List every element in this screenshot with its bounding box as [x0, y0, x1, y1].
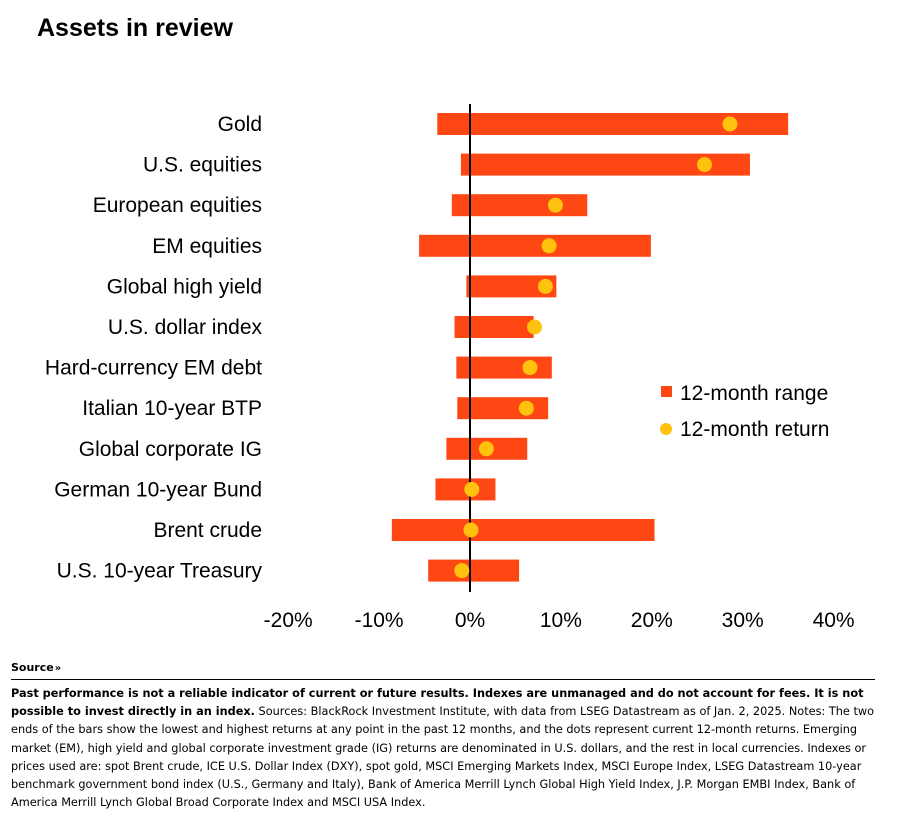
return-dot	[537, 278, 553, 294]
range-bar	[460, 153, 750, 176]
legend-swatch-return	[660, 423, 672, 435]
range-bar	[419, 234, 651, 257]
x-tick-label: 10%	[540, 609, 582, 632]
return-dot	[697, 157, 713, 173]
return-dot	[464, 481, 480, 497]
category-label: U.S. dollar index	[108, 316, 263, 339]
x-tick-label: 30%	[722, 609, 764, 632]
return-dot	[478, 441, 494, 457]
category-label: U.S. equities	[143, 154, 262, 177]
category-label: European equities	[93, 194, 262, 217]
category-label: Hard-currency EM debt	[45, 357, 262, 380]
range-dot-chart: Gold U.S. equities European equities EM equ…	[45, 104, 855, 632]
return-dot	[541, 238, 557, 254]
range-bar	[428, 559, 520, 582]
category-label: EM equities	[152, 235, 262, 258]
range-bar	[451, 194, 588, 217]
category-label: Global corporate IG	[79, 438, 262, 461]
x-tick-label: -10%	[355, 609, 404, 632]
legend-swatch-range	[661, 386, 672, 397]
source-notes: Past performance is not a reliable indic…	[11, 685, 877, 812]
category-label: U.S. 10-year Treasury	[57, 560, 263, 583]
disclaimer-text: Past performance is not a reliable indic…	[11, 687, 864, 719]
return-dot	[454, 563, 470, 579]
range-bar	[391, 519, 655, 541]
range-bar	[466, 275, 557, 298]
category-label: German 10-year Bund	[54, 478, 262, 501]
return-dot	[463, 522, 479, 538]
x-tick-label: -20%	[264, 609, 313, 632]
chevron-double-down-icon: »	[54, 663, 62, 674]
return-dot	[527, 319, 543, 335]
return-dot	[518, 400, 534, 416]
x-tick-label: 0%	[455, 609, 485, 632]
legend-label-range: 12-month range	[680, 382, 828, 405]
category-label: Brent crude	[153, 519, 262, 542]
source-toggle-label: Source	[11, 661, 54, 674]
range-bar	[437, 113, 789, 135]
divider	[11, 679, 875, 680]
x-tick-label: 20%	[631, 609, 673, 632]
category-label: Italian 10-year BTP	[82, 397, 262, 420]
return-dot	[522, 360, 538, 376]
range-bar	[454, 316, 534, 338]
category-label: Global high yield	[107, 275, 262, 298]
sources-notes-text: Sources: BlackRock Investment Institute,…	[11, 705, 875, 810]
legend-label-return: 12-month return	[680, 418, 829, 441]
x-tick-label: 40%	[813, 609, 855, 632]
category-label: Gold	[218, 113, 262, 136]
return-dot	[722, 116, 738, 132]
chart-title: Assets in review	[37, 14, 233, 42]
return-dot	[547, 197, 563, 213]
source-toggle[interactable]: Source»	[11, 661, 61, 674]
